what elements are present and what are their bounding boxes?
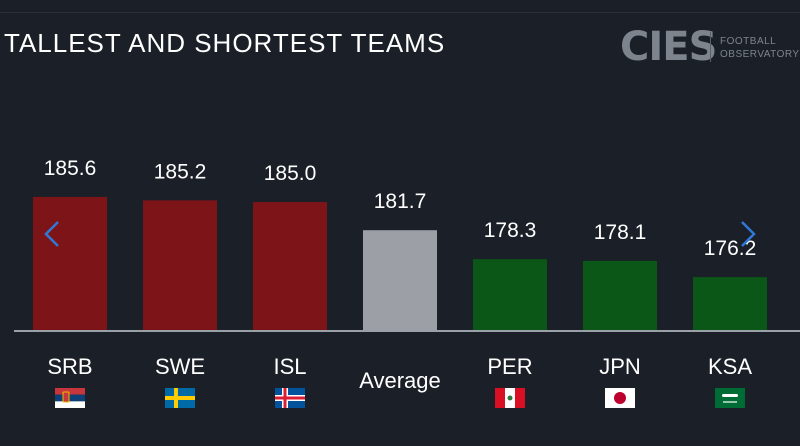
value-label: 176.2 <box>704 237 757 260</box>
top-divider <box>0 12 800 13</box>
value-label: 178.1 <box>594 221 647 244</box>
saudi-arabia-flag <box>715 388 745 408</box>
cies-logo: CIES FOOTBALL OBSERVATORY <box>620 22 800 72</box>
serbia-flag <box>55 388 85 408</box>
category-label: SRB <box>47 354 92 379</box>
category-label: ISL <box>273 354 306 379</box>
category-label: JPN <box>599 354 641 379</box>
sweden-flag <box>165 388 195 408</box>
logo-subtitle: FOOTBALL OBSERVATORY <box>720 35 800 61</box>
category-label: PER <box>487 354 532 379</box>
bar-ksa <box>693 277 767 330</box>
logo-line-1: FOOTBALL <box>720 36 777 47</box>
value-label: 185.2 <box>154 160 207 183</box>
logo-line-2: OBSERVATORY <box>720 49 800 60</box>
bar-isl <box>253 202 327 330</box>
bar-swe <box>143 200 217 330</box>
category-label: KSA <box>708 354 752 379</box>
peru-flag <box>495 388 525 408</box>
category-label: SWE <box>155 354 205 379</box>
bar-per <box>473 259 547 330</box>
value-label: 178.3 <box>484 219 537 242</box>
chart-title: TALLEST AND SHORTEST TEAMS <box>4 28 446 58</box>
bar-average <box>363 230 437 330</box>
logo-mark: CIES <box>620 24 717 70</box>
bar-srb <box>33 196 107 330</box>
value-label: 185.0 <box>264 162 317 185</box>
category-label: Average <box>359 368 441 393</box>
japan-flag <box>605 388 635 408</box>
chevron-right-icon[interactable] <box>741 221 756 247</box>
logo-separator <box>710 32 711 62</box>
bar-jpn <box>583 260 657 330</box>
iceland-flag <box>275 388 305 408</box>
value-label: 185.6 <box>44 157 97 180</box>
value-label: 181.7 <box>374 190 427 213</box>
chevron-left-icon[interactable] <box>44 221 59 247</box>
